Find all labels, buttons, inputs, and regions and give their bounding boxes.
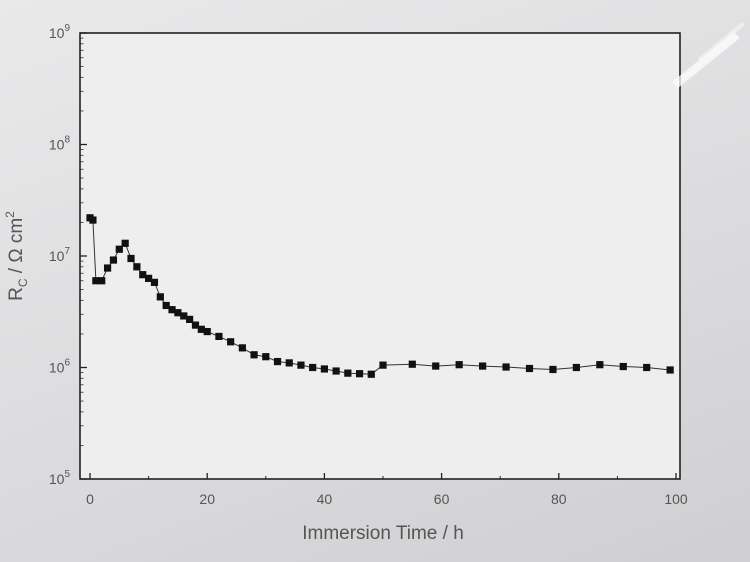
y-axis-title: RC / Ω cm2 bbox=[3, 211, 30, 301]
y-axis-unit: / Ω cm bbox=[6, 218, 27, 279]
y-axis-subscript: C bbox=[16, 278, 30, 287]
x-tick-label-4: 80 bbox=[551, 491, 567, 507]
data-point-6 bbox=[115, 245, 123, 253]
data-point-12 bbox=[150, 278, 159, 286]
data-point-32 bbox=[332, 367, 340, 375]
data-point-10 bbox=[139, 271, 147, 279]
data-point-30 bbox=[309, 363, 317, 372]
y-tick-label-3: 108 bbox=[49, 135, 71, 153]
y-tick-label-4: 109 bbox=[49, 23, 71, 41]
x-tick-label-3: 60 bbox=[434, 491, 450, 507]
data-point-2 bbox=[92, 277, 100, 285]
data-point-28 bbox=[285, 359, 293, 367]
screen-glare bbox=[672, 22, 745, 88]
data-point-39 bbox=[455, 361, 463, 369]
tick-labels: 0 20 40 60 80 100 105 106 107 108 109 bbox=[49, 23, 688, 507]
data-point-11 bbox=[145, 274, 153, 282]
data-point-44 bbox=[572, 363, 580, 372]
x-tick-label-0: 0 bbox=[86, 491, 94, 507]
data-point-23 bbox=[227, 338, 235, 346]
data-point-14 bbox=[162, 301, 170, 310]
data-point-13 bbox=[156, 293, 164, 301]
data-point-1 bbox=[89, 216, 97, 224]
data-point-42 bbox=[525, 364, 534, 373]
data-point-46 bbox=[619, 362, 627, 371]
data-point-37 bbox=[408, 360, 416, 368]
plot-area bbox=[80, 33, 680, 479]
data-point-36 bbox=[379, 361, 387, 369]
data-point-22 bbox=[215, 332, 223, 341]
y-axis-superscript: 2 bbox=[3, 211, 17, 218]
data-point-47 bbox=[643, 363, 651, 372]
data-point-25 bbox=[250, 351, 258, 359]
data-point-16 bbox=[174, 309, 182, 317]
data-point-29 bbox=[297, 361, 305, 369]
data-point-43 bbox=[549, 365, 557, 374]
data-point-33 bbox=[344, 369, 352, 377]
data-point-26 bbox=[262, 353, 270, 361]
data-point-9 bbox=[133, 263, 141, 271]
x-tick-label-1: 20 bbox=[199, 491, 215, 507]
data-point-38 bbox=[432, 362, 440, 370]
data-point-27 bbox=[273, 357, 282, 366]
data-point-8 bbox=[127, 254, 135, 263]
data-point-7 bbox=[121, 239, 129, 247]
data-point-40 bbox=[479, 362, 487, 370]
data-point-18 bbox=[186, 315, 194, 324]
data-point-17 bbox=[180, 312, 188, 320]
x-tick-label-5: 100 bbox=[664, 491, 688, 507]
y-tick-label-0: 105 bbox=[49, 469, 71, 487]
data-point-15 bbox=[168, 306, 176, 314]
data-point-41 bbox=[502, 363, 510, 371]
data-point-20 bbox=[197, 325, 205, 333]
data-point-3 bbox=[98, 277, 106, 285]
data-markers bbox=[86, 214, 674, 378]
x-axis-title: Immersion Time / h bbox=[302, 523, 464, 544]
data-point-48 bbox=[666, 366, 674, 374]
data-point-34 bbox=[355, 370, 364, 378]
data-point-31 bbox=[320, 365, 328, 373]
y-axis-symbol: R bbox=[6, 287, 27, 301]
y-tick-label-2: 107 bbox=[49, 246, 71, 264]
data-point-45 bbox=[596, 361, 604, 369]
data-point-24 bbox=[238, 344, 246, 352]
data-point-35 bbox=[367, 370, 375, 378]
plot-frame bbox=[79, 32, 681, 480]
x-tick-label-2: 40 bbox=[317, 491, 333, 507]
y-tick-label-1: 106 bbox=[49, 358, 71, 376]
data-point-21 bbox=[203, 327, 211, 336]
data-point-4 bbox=[103, 264, 112, 272]
data-point-19 bbox=[191, 321, 200, 329]
data-point-5 bbox=[109, 256, 118, 264]
